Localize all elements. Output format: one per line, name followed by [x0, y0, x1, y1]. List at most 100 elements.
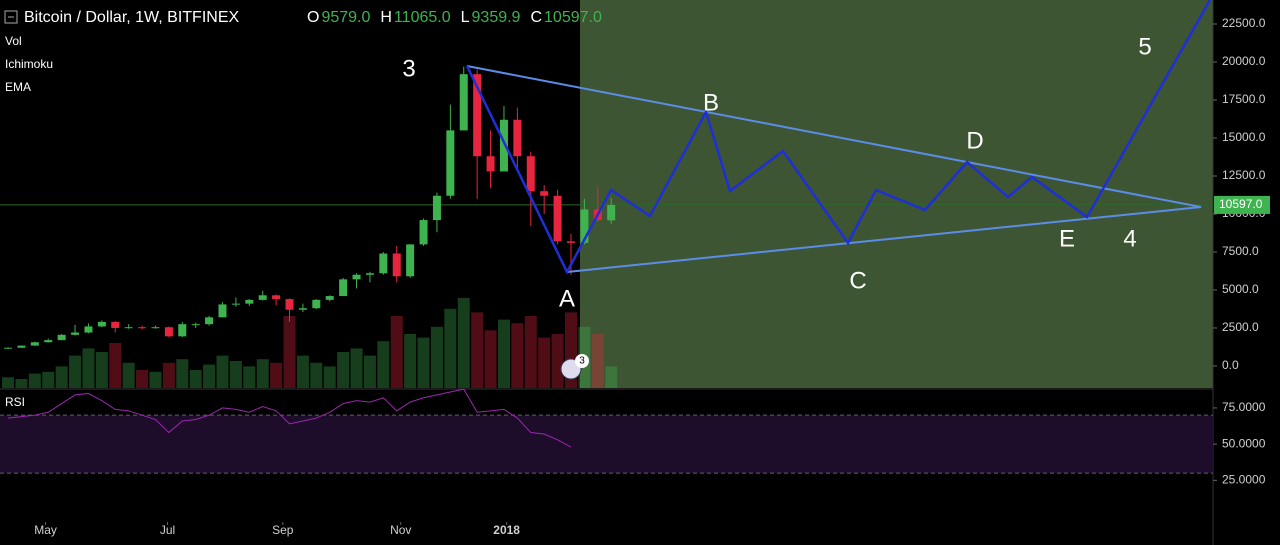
header-ohlc: O 9579.0 H 11065.0 L 9359.9 C 10597.0 [307, 9, 602, 26]
candle-body [406, 244, 415, 277]
volume-bar [176, 359, 189, 388]
wave-label: 4 [1123, 225, 1136, 252]
ohlc-value: 10597.0 [544, 9, 602, 26]
last-price-box [1214, 195, 1270, 214]
wave-label: C [849, 267, 866, 294]
volume-bar [243, 366, 256, 388]
volume-bar [95, 352, 108, 388]
volume-bar [296, 355, 309, 388]
rsi-tick-label: 75.0000 [1222, 400, 1266, 414]
x-tick-label: 2018 [493, 523, 520, 537]
volume-bar [471, 312, 484, 388]
candle-body [526, 156, 535, 192]
candle-body [44, 340, 53, 343]
candle-body [580, 209, 589, 243]
volume-bar [350, 348, 363, 388]
rsi-tick-label: 50.0000 [1222, 436, 1266, 450]
candle-body [57, 334, 66, 341]
volume-bar [323, 366, 336, 388]
volume-bar [15, 379, 28, 388]
volume-bar [363, 355, 376, 388]
x-tick-label: Jul [160, 523, 175, 537]
volume-bar [122, 362, 135, 388]
candle-body [111, 321, 120, 328]
volume-bar [2, 377, 15, 388]
y-tick-label: 2500.0 [1222, 320, 1259, 334]
ohlc-value: 9579.0 [321, 9, 370, 26]
candle-body [486, 156, 495, 172]
volume-bar [136, 370, 149, 388]
wave-label: D [966, 127, 983, 154]
volume-bar [256, 359, 269, 388]
candle-body [446, 130, 455, 196]
candle-body [97, 321, 106, 327]
candle-body [285, 299, 294, 310]
y-tick-label: 5000.0 [1222, 282, 1259, 296]
candle-body [124, 327, 133, 329]
candle-body [205, 317, 214, 325]
candle-body [432, 195, 441, 221]
volume-bar [216, 355, 229, 388]
y-tick-label: 15000.0 [1222, 130, 1266, 144]
candle-body [71, 332, 80, 335]
badge-count: 3 [579, 356, 585, 367]
candle-body [245, 299, 254, 304]
volume-bar [310, 362, 323, 388]
y-tick-label: 12500.0 [1222, 168, 1266, 182]
wave-label: E [1059, 225, 1075, 252]
rsi-line [7, 388, 572, 448]
volume-bar [524, 316, 537, 388]
candle-body [392, 253, 401, 277]
candle-body [339, 279, 348, 297]
volume-bar [337, 352, 350, 388]
y-tick-label: 20000.0 [1222, 54, 1266, 68]
candle-body [138, 327, 147, 329]
wave-label: A [559, 285, 575, 312]
indicator-label[interactable]: Vol [5, 34, 22, 48]
candle-body [365, 273, 374, 275]
volume-bar [203, 364, 216, 388]
indicator-label[interactable]: RSI [5, 395, 25, 409]
indicator-label[interactable]: Ichimoku [5, 57, 53, 71]
ohlc-value: 11065.0 [394, 9, 451, 26]
candle-body [379, 253, 388, 274]
volume-bar [511, 323, 524, 388]
volume-bar [69, 355, 82, 388]
volume-bar [444, 308, 457, 388]
volume-bar [55, 366, 68, 388]
ohlc-key: H [380, 9, 392, 26]
candle-body [419, 220, 428, 245]
volume-bar [591, 334, 604, 388]
ohlc-key: L [461, 9, 470, 26]
x-tick-label: Nov [390, 523, 411, 537]
volume-bar [497, 319, 510, 388]
volume-bar [28, 373, 41, 388]
triangle [466, 65, 1202, 273]
ohlc-key: O [307, 9, 319, 26]
candle-body [231, 303, 240, 305]
candle-body [84, 326, 93, 333]
plot: 0.02500.05000.07500.010000.012500.015000… [0, 16, 1270, 537]
volume-bar [377, 341, 390, 388]
candle-body [164, 327, 173, 337]
candle-body [312, 299, 321, 309]
indicator-label[interactable]: EMA [5, 80, 31, 94]
volume-bar [404, 334, 417, 388]
x-tick-label: Sep [272, 523, 294, 537]
candle-body [30, 342, 39, 346]
candle-body [459, 74, 468, 131]
candle-body [151, 327, 160, 329]
wave-label: 3 [402, 55, 415, 82]
candle-body [540, 191, 549, 196]
candle-body [258, 295, 267, 300]
candle-body [499, 119, 508, 172]
candle-body [325, 296, 334, 300]
x-tick-label: May [34, 523, 57, 537]
volume-bar [283, 316, 296, 388]
candle-body [473, 74, 482, 157]
candle-body [607, 204, 616, 221]
candle-body [272, 295, 281, 300]
collapse-icon[interactable] [4, 10, 18, 24]
badge [575, 354, 589, 368]
